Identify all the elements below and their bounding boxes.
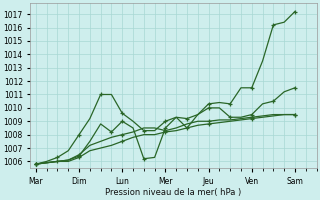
X-axis label: Pression niveau de la mer( hPa ): Pression niveau de la mer( hPa ) (105, 188, 242, 197)
